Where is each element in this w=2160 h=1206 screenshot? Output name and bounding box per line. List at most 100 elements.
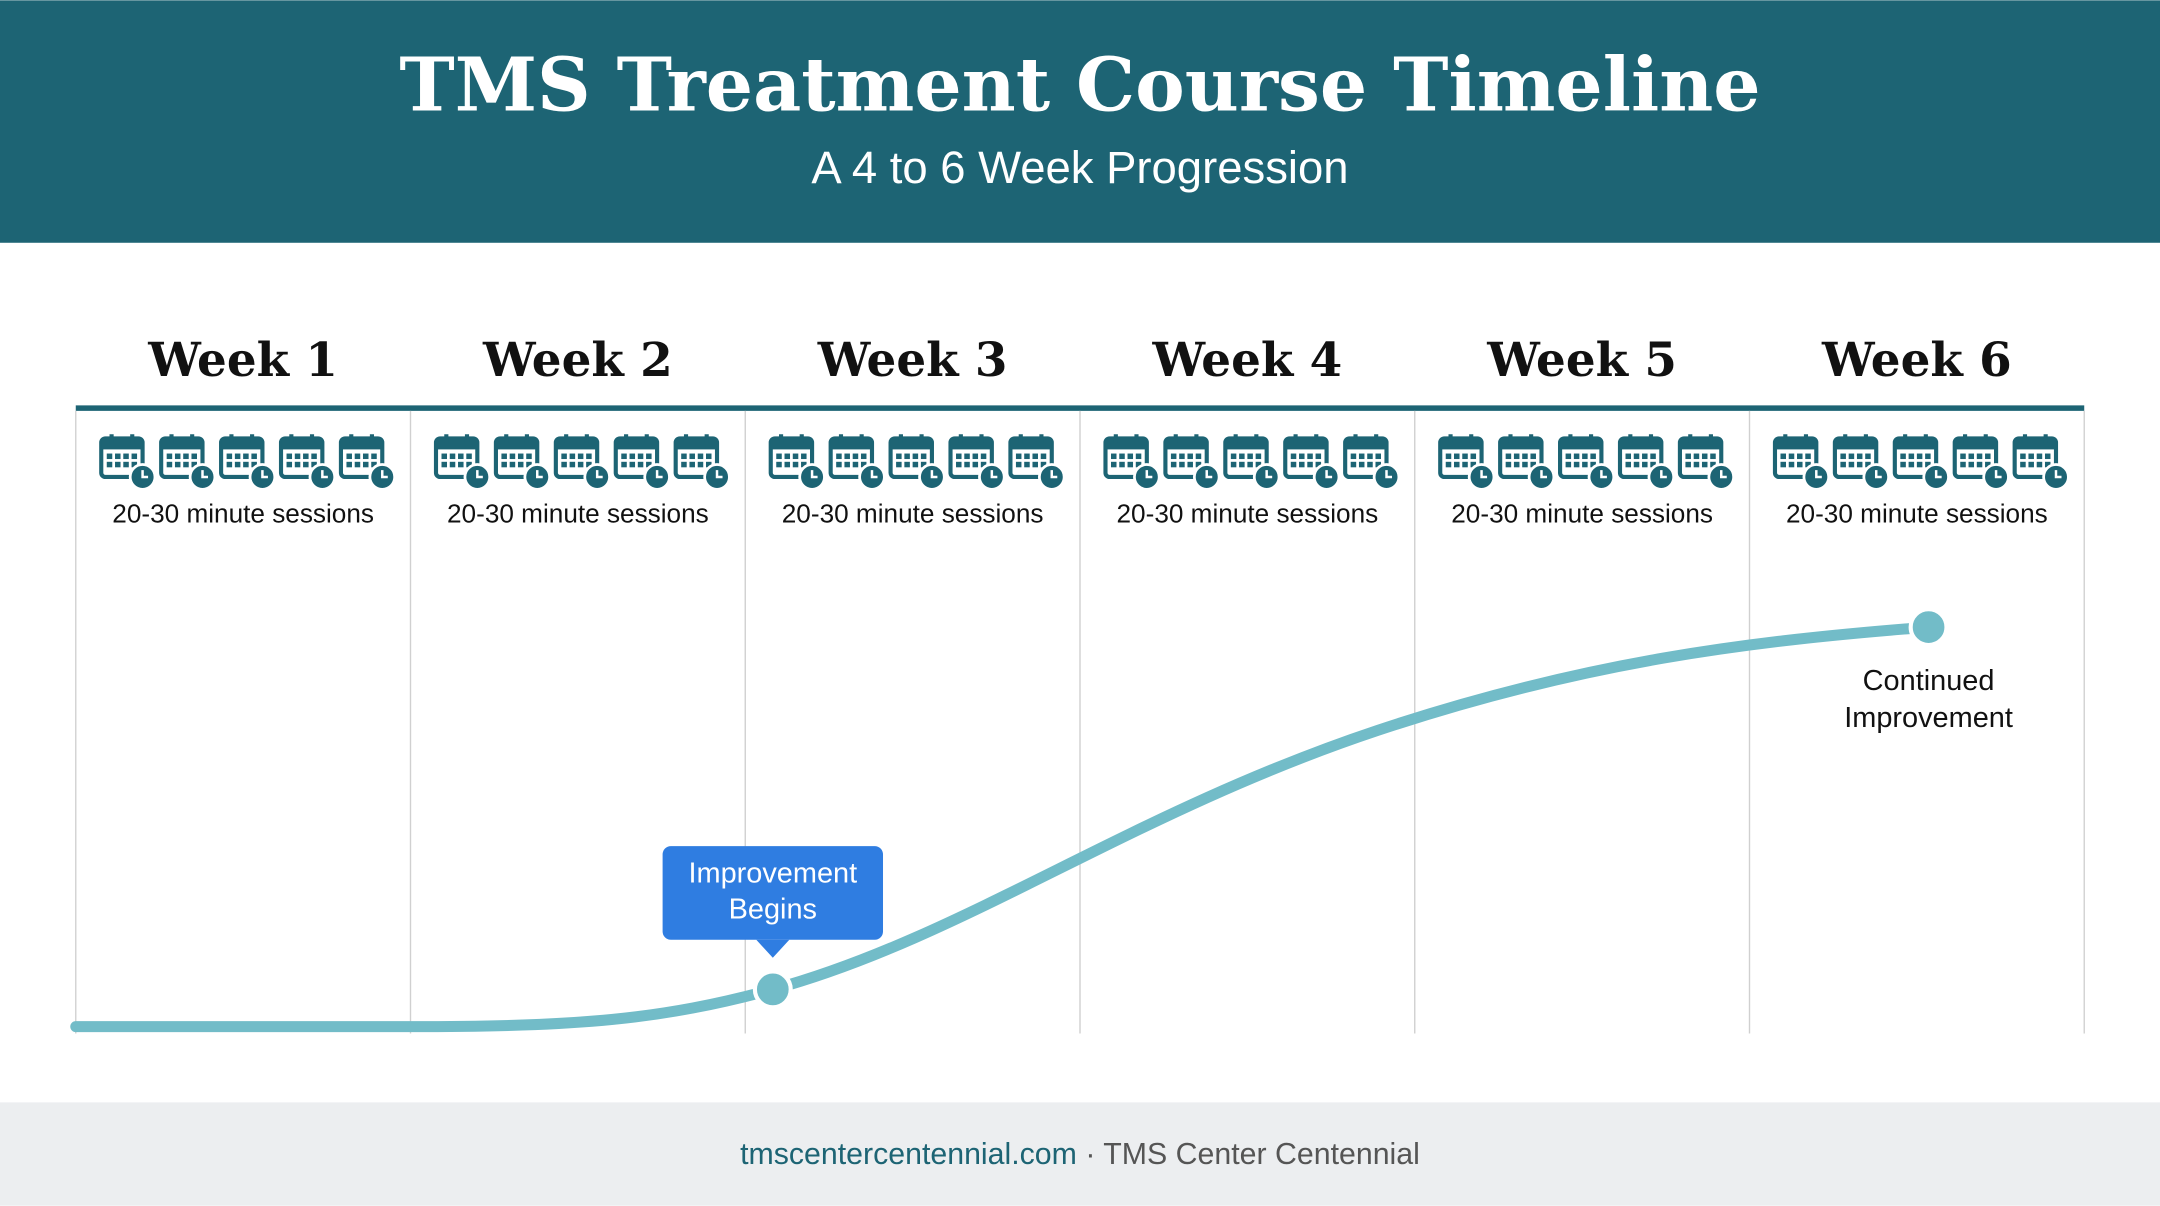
calendar-top xyxy=(340,438,383,450)
calendar-icon xyxy=(1952,434,2010,491)
calendar-day xyxy=(621,461,627,468)
calendar-day xyxy=(1024,453,1030,460)
calendar-day xyxy=(501,453,507,460)
calendar-ring xyxy=(1353,434,1358,443)
clock-hands xyxy=(810,470,818,479)
calendar-day xyxy=(183,461,189,468)
calendar-ring xyxy=(1903,434,1908,443)
calendar-day xyxy=(1916,453,1923,460)
calendar-day xyxy=(920,461,927,468)
calendar-day xyxy=(1454,453,1460,460)
calendar-ring xyxy=(1113,434,1118,443)
calendar-day xyxy=(577,461,584,468)
calendar-day xyxy=(1179,461,1185,468)
calendar-day xyxy=(311,461,317,468)
calendar-day xyxy=(286,453,293,460)
calendar-day xyxy=(1040,461,1047,468)
calendar-top xyxy=(555,438,598,450)
sessions-text: 20-30 minute sessions xyxy=(1786,498,2048,528)
clock-hands xyxy=(2054,470,2062,479)
calendar-day xyxy=(191,461,197,468)
calendar-day xyxy=(509,461,516,468)
clock-hands xyxy=(476,470,483,479)
calendar-ring xyxy=(859,434,864,443)
calendar-ring xyxy=(1018,434,1023,443)
calendar-day xyxy=(1127,453,1134,460)
calendar-day xyxy=(689,453,695,460)
calendar-day xyxy=(2020,461,2026,468)
calendar-ring xyxy=(109,434,114,443)
calendar-day xyxy=(972,461,979,468)
calendar-day xyxy=(1780,461,1786,468)
calendar-ring xyxy=(1688,434,1693,443)
calendar-ring xyxy=(1589,434,1594,443)
calendar-day xyxy=(458,453,464,460)
calendar-top xyxy=(1620,438,1662,450)
calendar-day xyxy=(1307,453,1313,460)
calendar-day xyxy=(2044,453,2051,460)
calendar-day xyxy=(1573,461,1580,468)
calendar-day xyxy=(1968,461,1975,468)
sessions-text: 20-30 minute sessions xyxy=(447,498,709,528)
footer-url: tmscentercentennial.com xyxy=(740,1138,1077,1171)
subtitle: A 4 to 6 Week Progression xyxy=(811,142,1348,193)
calendar-icon xyxy=(338,434,397,491)
calendar-day xyxy=(1170,461,1177,468)
calendar-top xyxy=(2014,438,2056,450)
calendar-ring xyxy=(1173,434,1178,443)
calendar-day xyxy=(860,453,867,460)
calendar-day xyxy=(1445,461,1452,468)
calendar-ring xyxy=(289,434,294,443)
calendar-day xyxy=(1960,453,1966,460)
calendar-day xyxy=(286,461,293,468)
calendar-day xyxy=(1522,461,1528,468)
calendar-ring xyxy=(1233,434,1238,443)
calendar-day xyxy=(1367,453,1373,460)
calendar-day xyxy=(303,453,309,460)
calendar-day xyxy=(1170,453,1177,460)
calendar-day xyxy=(354,461,361,468)
calendar-top xyxy=(1345,438,1387,450)
calendar-day xyxy=(1290,453,1297,460)
calendar-day xyxy=(1693,453,1700,460)
calendar-day xyxy=(251,461,257,468)
calendar-day xyxy=(1780,453,1786,460)
calendar-day xyxy=(303,461,309,468)
calendar-ring xyxy=(919,434,924,443)
calendar-top xyxy=(281,438,323,450)
calendar-ring xyxy=(1708,434,1713,443)
calendar-top xyxy=(221,438,263,450)
calendar-day xyxy=(956,453,962,460)
calendar-day xyxy=(904,453,910,460)
calendar-day xyxy=(1976,461,1983,468)
calendar-day xyxy=(784,453,791,460)
calendar-ring xyxy=(1803,434,1809,443)
milestone-dot xyxy=(1908,607,1949,648)
calendar-day xyxy=(1230,453,1237,460)
calendar-icon xyxy=(1223,434,1281,491)
calendar-top xyxy=(1679,438,1722,450)
calendar-ring xyxy=(1469,434,1474,443)
calendar-top xyxy=(1834,438,1877,450)
calendar-day xyxy=(1462,453,1468,460)
calendar-day xyxy=(1513,461,1520,468)
calendar-day xyxy=(836,461,842,468)
calendar-day xyxy=(629,461,636,468)
calendar-ring xyxy=(250,434,255,443)
calendar-day xyxy=(1900,461,1906,468)
calendar-day xyxy=(681,453,687,460)
calendar-day xyxy=(449,453,456,460)
calendar-ring xyxy=(464,434,470,443)
calendar-ring xyxy=(958,434,963,443)
calendar-day xyxy=(1358,453,1365,460)
calendar-day xyxy=(371,461,377,468)
calendar-day xyxy=(1865,453,1871,460)
calendar-ring xyxy=(1448,434,1453,443)
calendar-ring xyxy=(564,434,569,443)
calendar-day xyxy=(1187,461,1193,468)
calendar-day xyxy=(1925,453,1931,460)
calendar-day xyxy=(1255,461,1262,468)
calendar-day xyxy=(1582,453,1588,460)
calendar-top xyxy=(1165,438,1207,450)
